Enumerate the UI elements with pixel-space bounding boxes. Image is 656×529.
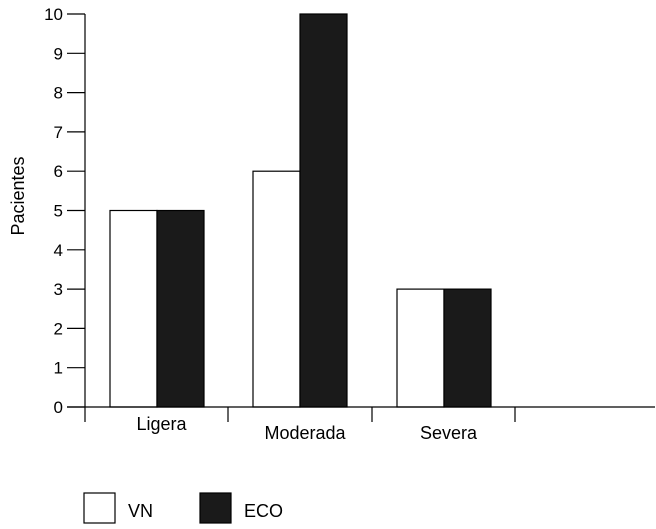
legend: VN ECO	[83, 492, 283, 524]
y-tick-label: 3	[54, 280, 63, 299]
y-tick-label: 4	[54, 241, 63, 260]
legend-swatch-eco	[199, 492, 232, 524]
y-tick-label: 10	[44, 5, 63, 24]
legend-label-vn: VN	[128, 501, 153, 521]
x-ticks-group: Ligera Moderada Severa	[84, 407, 516, 443]
y-tick-label: 2	[54, 319, 63, 338]
y-tick-label: 5	[54, 202, 63, 221]
x-tick-label: Ligera	[136, 414, 187, 434]
y-tick-label: 6	[54, 162, 63, 181]
y-ticks-group: 0 1 2 3 4 5 6 7 8 9 10	[44, 5, 85, 417]
legend-swatch-vn	[83, 492, 116, 524]
bar-eco-severa	[443, 288, 492, 408]
y-tick-label: 1	[54, 359, 63, 378]
bar-vn-ligera	[109, 209, 158, 408]
legend-label-eco: ECO	[244, 501, 283, 521]
bar-vn-moderada	[252, 170, 301, 408]
x-tick-label: Moderada	[264, 423, 346, 443]
bar-vn-severa	[396, 288, 445, 408]
y-tick-label: 8	[54, 84, 63, 103]
y-tick-label: 0	[54, 398, 63, 417]
y-axis-label: Pacientes	[8, 156, 28, 235]
bars-group	[109, 13, 492, 408]
bar-eco-moderada	[299, 13, 348, 408]
x-tick-label: Severa	[420, 423, 478, 443]
y-tick-label: 7	[54, 123, 63, 142]
bar-eco-ligera	[156, 209, 205, 408]
y-tick-label: 9	[54, 44, 63, 63]
